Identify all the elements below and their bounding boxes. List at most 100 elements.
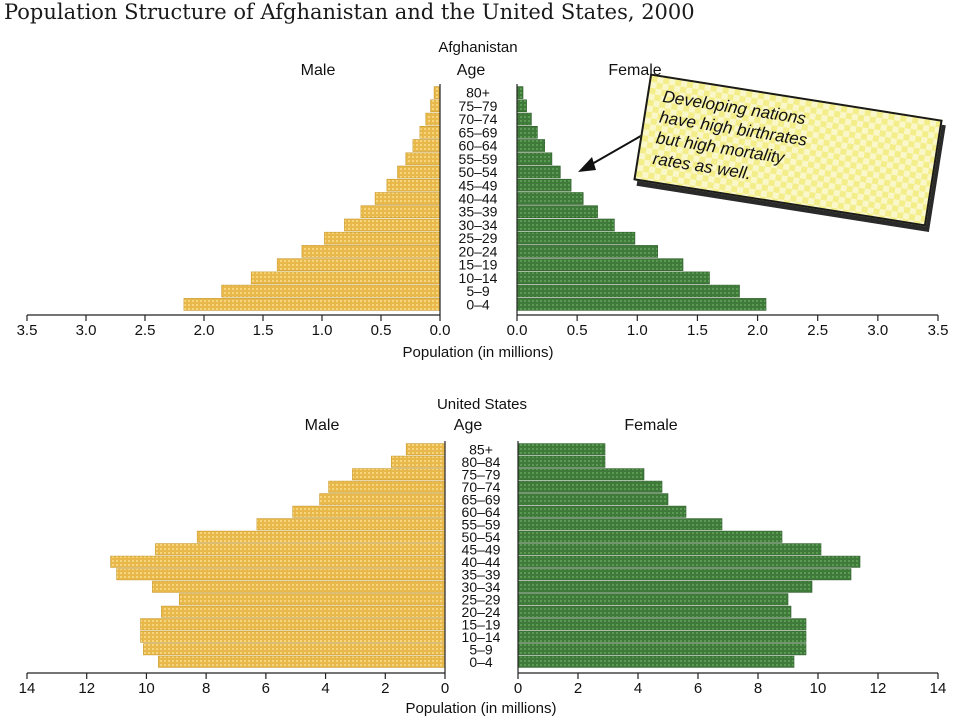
male-tick-label: 1.0 — [312, 322, 333, 339]
male-tick-label: 0.0 — [430, 322, 451, 339]
age-label: 5–9 — [466, 283, 490, 299]
male-bar — [221, 284, 441, 298]
age-label: 65–69 — [459, 124, 498, 140]
male-tick-label: 12 — [78, 680, 95, 697]
age-label: 0–4 — [466, 296, 490, 312]
female-tick-label: 12 — [870, 680, 887, 697]
female-bar — [517, 480, 663, 493]
age-label: 85+ — [469, 441, 493, 457]
male-tick-label: 8 — [202, 680, 210, 697]
female-tick-label: 0.5 — [567, 322, 588, 339]
age-label: 20–24 — [459, 243, 498, 259]
male-tick-label: 3.5 — [17, 322, 38, 339]
male-bar — [419, 126, 441, 139]
female-bar — [517, 580, 813, 593]
age-label: 65–69 — [462, 491, 501, 507]
male-bar — [319, 493, 446, 506]
female-bar — [516, 139, 546, 152]
male-bar — [390, 455, 446, 468]
male-bar — [301, 245, 441, 258]
male-bar — [433, 86, 441, 99]
female-bar — [517, 518, 723, 531]
male-bar — [250, 271, 441, 285]
age-label: 60–64 — [459, 138, 498, 154]
male-tick-label: 3.0 — [76, 322, 97, 339]
male-bar — [276, 258, 441, 272]
female-bar — [516, 165, 561, 179]
female-bar — [516, 298, 767, 311]
male-bar — [386, 178, 441, 192]
chart-title: Afghanistan — [438, 39, 517, 56]
male-bar — [152, 580, 446, 593]
female-tick-label: 3.5 — [928, 322, 949, 339]
male-bar — [425, 112, 441, 126]
age-label: 70–74 — [462, 479, 501, 495]
age-header: Age — [457, 62, 486, 79]
male-bar — [374, 192, 441, 205]
male-bar — [430, 99, 441, 113]
male-bar — [328, 480, 446, 493]
female-bar — [516, 86, 524, 99]
age-header: Age — [454, 417, 483, 434]
age-label: 75–79 — [462, 466, 501, 482]
male-bar — [412, 139, 441, 152]
age-label: 10–14 — [459, 270, 498, 286]
female-bar — [516, 126, 538, 139]
male-bar — [116, 568, 446, 581]
male-bar — [352, 468, 446, 481]
female-bar — [516, 205, 598, 218]
female-tick-label: 2 — [574, 680, 582, 697]
female-tick-label: 2.5 — [807, 322, 828, 339]
male-tick-label: 10 — [138, 680, 155, 697]
female-tick-label: 2.0 — [747, 322, 768, 339]
age-label: 45–49 — [462, 541, 501, 557]
male-bar — [143, 643, 446, 656]
female-bar — [517, 593, 789, 606]
female-bar — [516, 178, 572, 192]
male-tick-label: 4 — [321, 680, 329, 697]
male-bar — [110, 555, 446, 568]
age-label: 80–84 — [462, 454, 501, 470]
page-title: Population Structure of Afghanistan and … — [4, 0, 695, 24]
male-tick-label: 2 — [381, 680, 389, 697]
age-label: 25–29 — [459, 230, 498, 246]
female-bar — [517, 568, 852, 581]
age-label: 20–24 — [462, 604, 501, 620]
female-tick-label: 1.5 — [687, 322, 708, 339]
male-bar — [397, 165, 441, 179]
female-bar — [516, 99, 527, 113]
male-tick-label: 0.5 — [371, 322, 392, 339]
female-tick-label: 6 — [694, 680, 702, 697]
callout-arrowhead — [578, 157, 596, 172]
age-label: 80+ — [466, 85, 490, 101]
female-bar — [516, 218, 615, 232]
male-bar — [196, 530, 446, 543]
age-label: 50–54 — [462, 529, 501, 545]
female-bar — [516, 112, 532, 126]
female-bar — [517, 543, 822, 556]
female-bar — [517, 655, 795, 668]
male-bar — [155, 543, 446, 556]
male-header: Male — [305, 417, 340, 434]
female-bar — [516, 284, 740, 298]
female-tick-label: 10 — [810, 680, 827, 697]
female-tick-label: 4 — [634, 680, 642, 697]
age-label: 10–14 — [462, 629, 501, 645]
male-tick-label: 2.0 — [194, 322, 215, 339]
male-bar — [183, 298, 441, 311]
age-label: 35–39 — [462, 566, 501, 582]
female-bar — [517, 530, 783, 543]
female-bar — [517, 443, 606, 456]
age-label: 55–59 — [462, 516, 501, 532]
female-bar — [517, 605, 792, 618]
male-bar — [344, 218, 441, 232]
female-tick-label: 3.0 — [867, 322, 888, 339]
chart-title: United States — [437, 396, 527, 413]
male-bar — [140, 630, 446, 643]
male-bar — [405, 152, 441, 166]
female-bar — [517, 555, 861, 568]
female-tick-label: 0.0 — [507, 322, 528, 339]
age-label: 30–34 — [462, 579, 501, 595]
male-tick-label: 0 — [441, 680, 449, 697]
female-bar — [517, 468, 645, 481]
